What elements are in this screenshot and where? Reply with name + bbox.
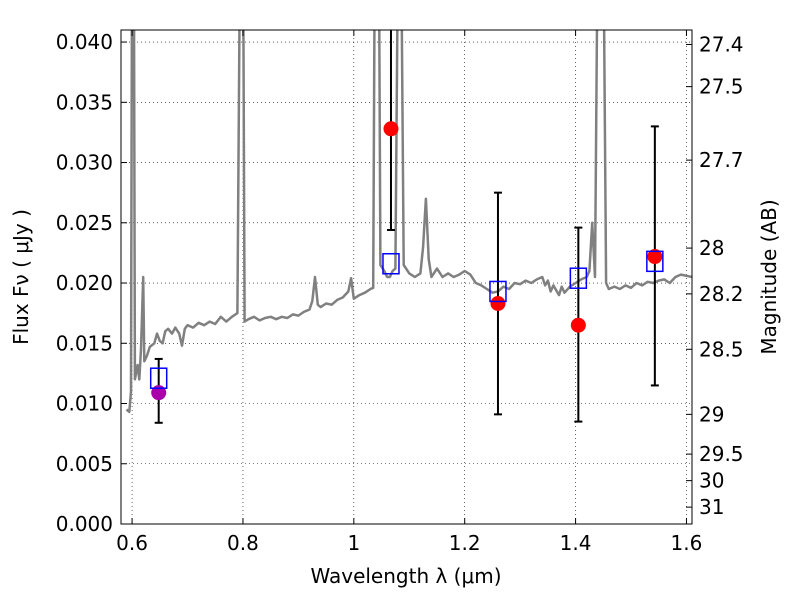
error-bars-layer [154, 30, 659, 424]
y-tick-label: 0.025 [56, 211, 113, 235]
observed-flux-point [383, 121, 399, 137]
right-tick-label: 27.4 [699, 32, 744, 56]
y-tick-label: 0.015 [56, 331, 113, 355]
y-axis-ticks: 0.000 0.005 0.010 0.015 0.020 0.025 0.030 0.035… [56, 30, 127, 536]
y-tick-label: 0.010 [56, 392, 113, 416]
y-tick-label: 0.020 [56, 271, 113, 295]
y-tick-label: 0.000 [56, 512, 113, 536]
x-tick-label: 1 [347, 531, 360, 555]
observed-flux-point [151, 385, 167, 401]
x-axis-ticks: 0.6 0.8 1 1.2 1.4 1.6 [116, 30, 702, 555]
y-tick-label: 0.040 [56, 30, 113, 54]
right-tick-label: 29 [699, 402, 724, 426]
right-tick-label: 28.2 [699, 282, 744, 306]
x-tick-label: 0.8 [227, 531, 259, 555]
right-tick-label: 29.5 [699, 442, 744, 466]
x-axis-label: Wavelength λ (μm) [310, 564, 501, 588]
right-tick-label: 28 [699, 236, 724, 260]
y-axis-label: Flux Fν ( μJy ) [9, 209, 33, 345]
model-spectrum-layer [125, 30, 692, 414]
y-tick-label: 0.035 [56, 90, 113, 114]
right-tick-label: 27.5 [699, 75, 744, 99]
right-tick-label: 28.5 [699, 337, 744, 361]
observed-flux-point [490, 296, 506, 312]
model-photometry-square [646, 250, 664, 273]
model-photometry-square [569, 267, 588, 289]
model-photometry-layer [149, 250, 664, 389]
y-tick-label: 0.030 [56, 151, 113, 175]
x-tick-label: 1.4 [560, 531, 592, 555]
right-axis-label: Magnitude (AB) [757, 199, 781, 354]
observed-flux-point [570, 317, 586, 333]
model-photometry-square [489, 280, 507, 303]
right-tick-label: 31 [699, 495, 724, 519]
model-spectrum-line [125, 30, 692, 414]
right-tick-label: 27.7 [699, 148, 744, 172]
x-tick-label: 1.6 [671, 531, 703, 555]
model-photometry-square [149, 367, 168, 389]
observed-flux-point [647, 249, 663, 265]
observed-points-layer [151, 121, 663, 401]
right-tick-label: 30 [699, 469, 724, 493]
x-tick-label: 1.2 [449, 531, 481, 555]
y-tick-label: 0.005 [56, 452, 113, 476]
x-tick-label: 0.6 [116, 531, 148, 555]
model-photometry-square [382, 252, 400, 275]
plot-frame [120, 29, 693, 525]
